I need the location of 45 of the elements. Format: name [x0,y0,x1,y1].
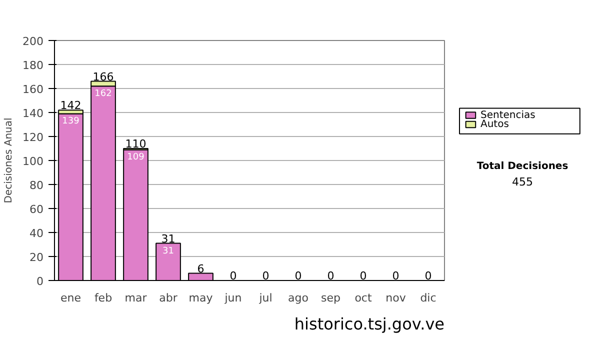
y-tick-label: 120 [22,131,44,144]
x-tick-label: mar [124,292,148,304]
total-label: 0 [262,270,270,282]
data-label: 109 [127,152,145,163]
y-tick-label: 40 [30,227,44,240]
total-label: 166 [92,70,114,84]
y-tick-label: 60 [30,203,44,216]
text: 455 [512,175,533,188]
legend-label: Autos [480,118,509,130]
x-tick-label: abr [159,292,178,304]
total-label: 0 [327,270,334,282]
total-label: 0 [392,270,400,282]
legend-label: Sentencias [480,110,536,121]
y-tick-label: 160 [22,83,44,96]
y-tick-label: 20 [30,251,44,264]
x-tick-label: jun [224,292,242,304]
x-tick-label: jul [258,292,272,304]
data-label: 139 [62,116,80,127]
y-tick-label: 200 [22,35,44,48]
total-label: 31 [161,232,176,246]
x-tick-label: feb [94,292,112,304]
y-tick-label: 100 [22,155,44,168]
x-tick-label: ago [288,292,309,304]
x-tick-label: oct [354,292,372,304]
y-tick-label: 80 [30,179,44,192]
total-label: 142 [60,99,82,112]
x-tick-label: ene [60,292,82,304]
x-tick-label: sep [321,292,341,304]
x-tick-label: nov [386,292,406,304]
y-tick-label: 0 [36,275,44,288]
x-tick-label: may [188,292,214,304]
text: Total Decisiones [476,160,568,172]
total-label: 0 [360,270,367,282]
y-tick-label: 140 [22,107,44,120]
total-label: 0 [424,270,432,282]
total-label: 0 [230,270,237,282]
total-label: 0 [294,270,302,282]
total-label: 110 [125,138,146,150]
text: historico.tsj.gov.ve [294,314,444,334]
x-tick-label: dic [420,292,436,304]
data-label: 162 [94,89,112,100]
total-label: 6 [197,262,204,276]
data-label: 31 [162,246,174,256]
y-axis-title: Decisiones Anual [4,118,15,204]
y-tick-label: 180 [22,59,44,72]
